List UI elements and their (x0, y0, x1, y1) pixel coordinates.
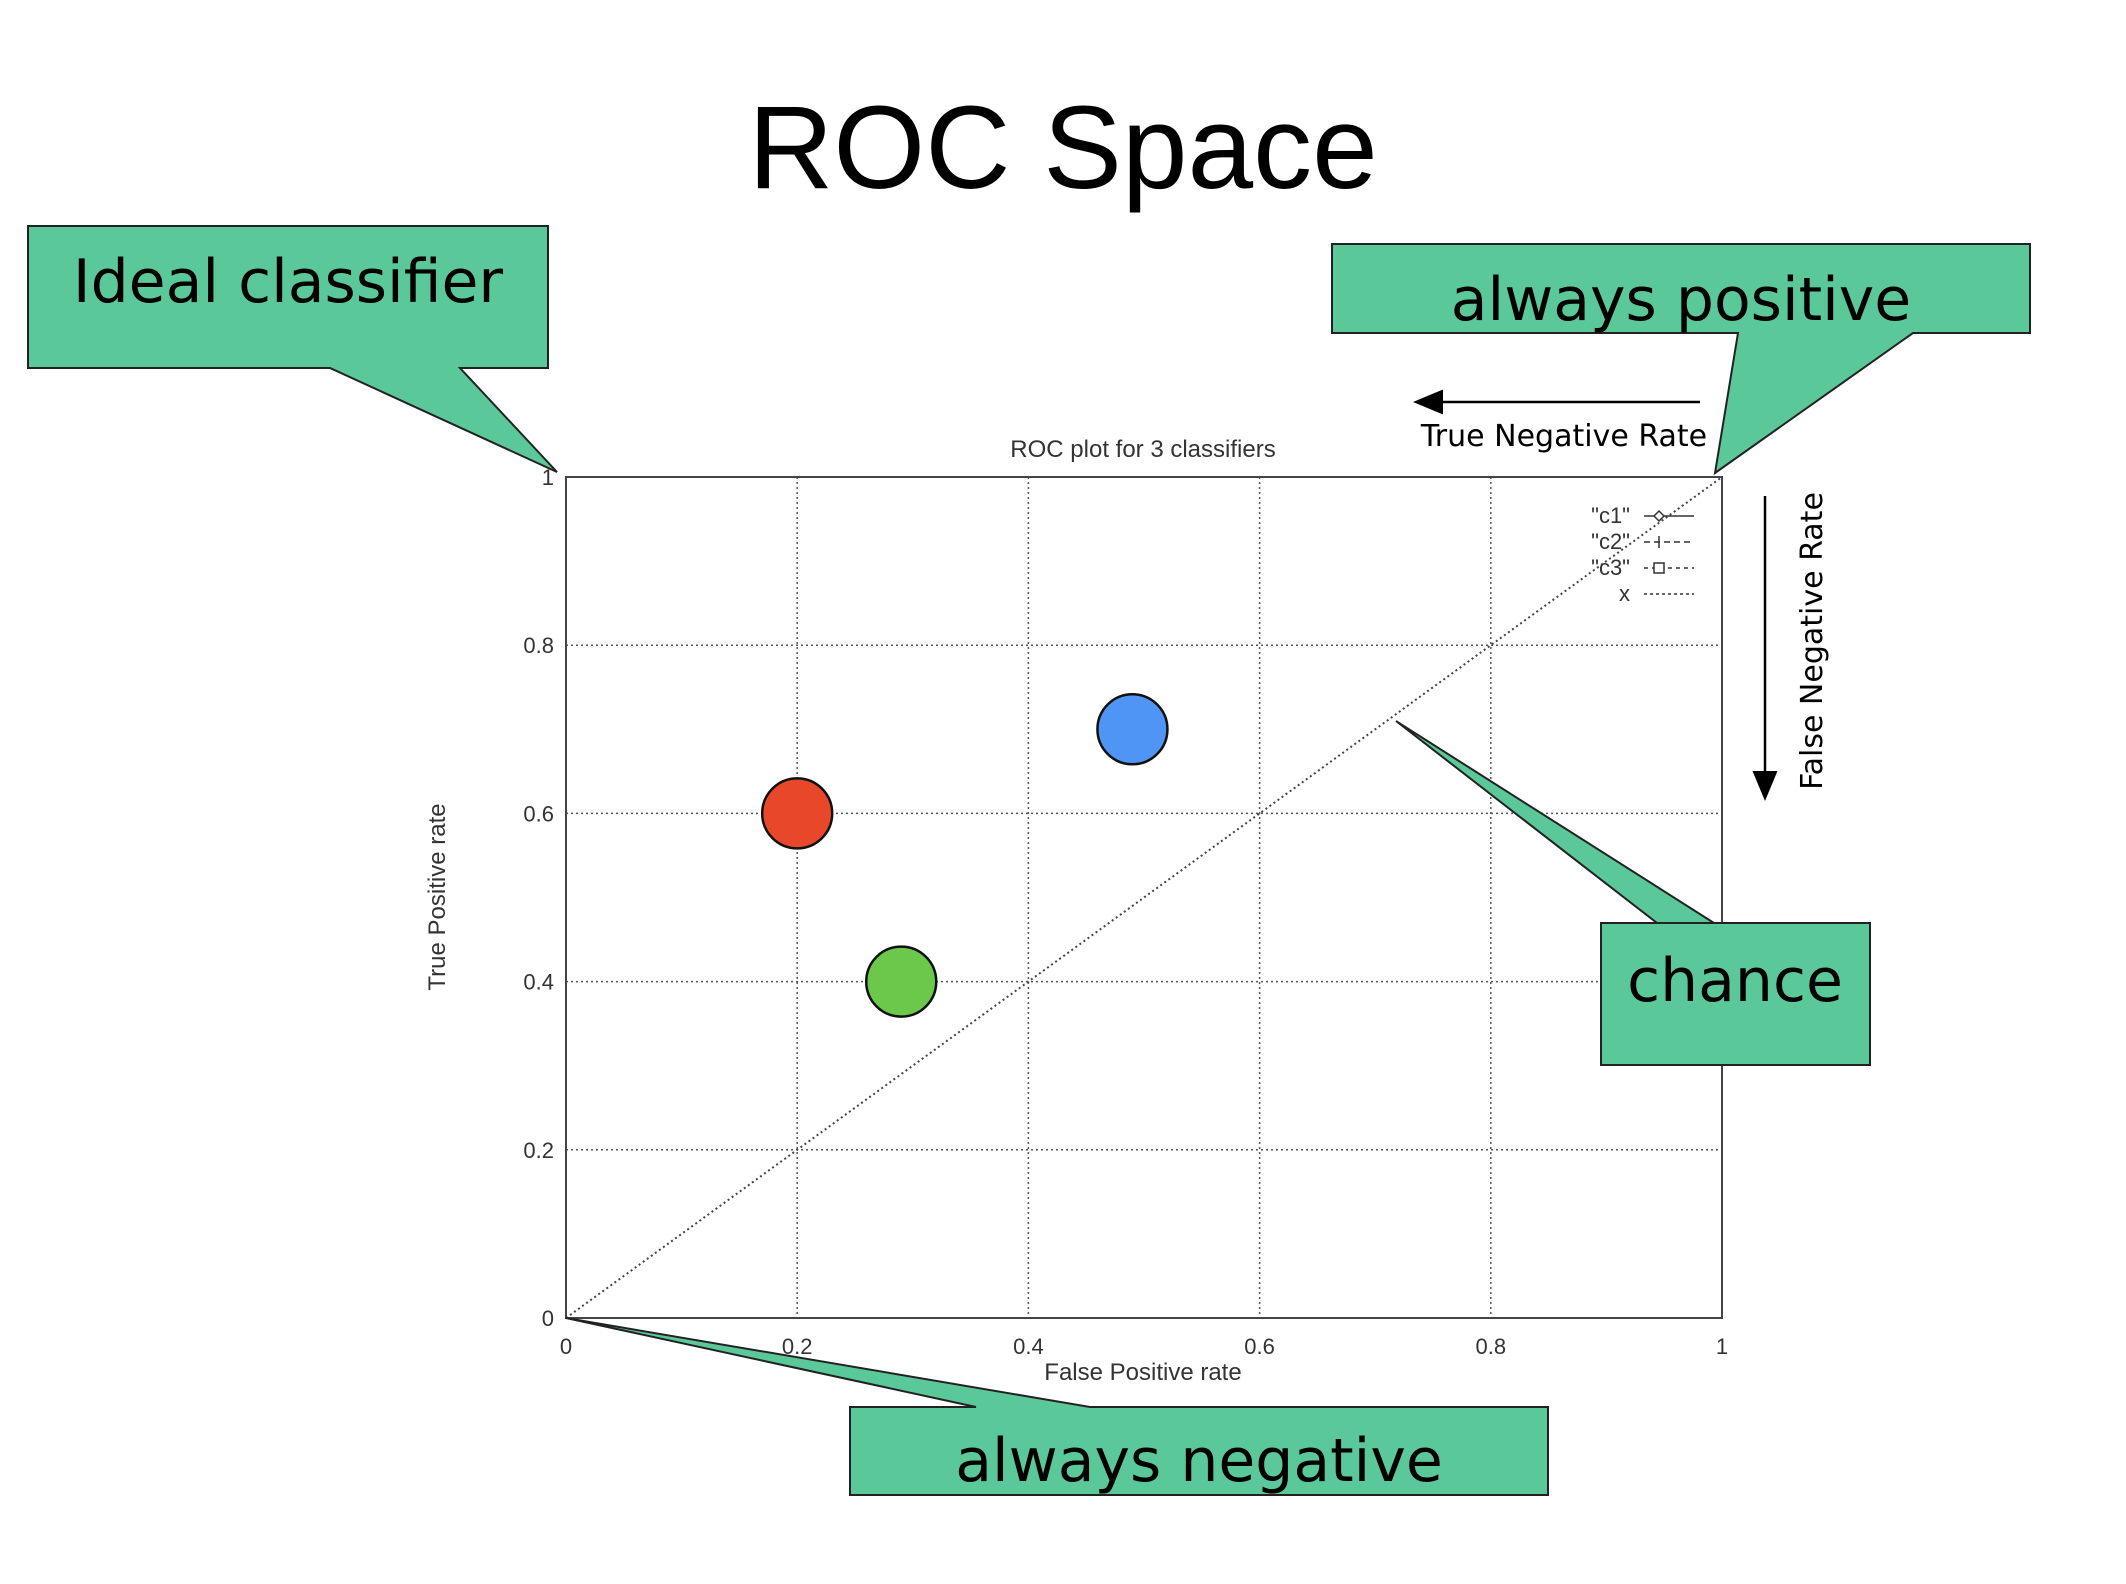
y-tick-label: 0 (542, 1306, 554, 1331)
callout-chance: chance (1395, 720, 1871, 1066)
legend-entry-label: x (1619, 581, 1630, 606)
x-tick-label: 1 (1716, 1334, 1728, 1359)
x-tick-label: 0.6 (1244, 1334, 1275, 1359)
grid-layer (566, 477, 1722, 1318)
x-tick-label: 0 (560, 1334, 572, 1359)
classifier-point (1096, 693, 1169, 766)
x-axis-label: False Positive rate (1044, 1359, 1241, 1386)
y-tick-label: 1 (542, 465, 554, 490)
callout-always-negative-label: always negative (955, 1426, 1443, 1496)
legend-entry-label: "c1" (1591, 503, 1630, 528)
callout-chance-label: chance (1627, 946, 1843, 1016)
classifier-point (864, 945, 938, 1018)
callout-always-positive: always positive (1331, 243, 2031, 476)
false-negative-rate-label: False Negative Rate (1795, 492, 1830, 790)
points-layer (760, 693, 1169, 1018)
y-axis-label: True Positive rate (424, 803, 451, 990)
slide-title: ROC Space (748, 82, 1378, 214)
x-tick-label: 0.8 (1476, 1334, 1507, 1359)
y-tick-label: 0.8 (523, 633, 554, 658)
legend-diamond-marker (1652, 509, 1666, 523)
classifier-point (760, 777, 834, 850)
legend-square-marker (1653, 562, 1665, 574)
callout-always-negative: always negative (565, 1317, 1549, 1496)
legend-entry-label: "c3" (1591, 555, 1630, 580)
chart-title: ROC plot for 3 classifiers (1010, 436, 1275, 463)
chance-diagonal-line (565, 476, 1723, 1319)
chart-legend: "c1""c2""c3"x (1591, 503, 1694, 606)
x-tick-label: 0.4 (1013, 1334, 1044, 1359)
callout-ideal-label: Ideal classifier (73, 247, 504, 317)
tick-layer: 0 0.2 0.4 0.6 0.8 100.20.40.60.81 (523, 465, 1728, 1359)
y-tick-label: 0.2 (523, 1138, 554, 1163)
plot-frame (565, 476, 1723, 1319)
callout-always-positive-label: always positive (1451, 265, 1911, 335)
callout-ideal-classifier: Ideal classifier (27, 225, 558, 473)
y-tick-label: 0.4 (523, 970, 554, 995)
y-tick-label: 0.6 (523, 801, 554, 826)
legend-entry-label: "c2" (1591, 529, 1630, 554)
true-negative-rate-label: True Negative Rate (1420, 419, 1707, 454)
